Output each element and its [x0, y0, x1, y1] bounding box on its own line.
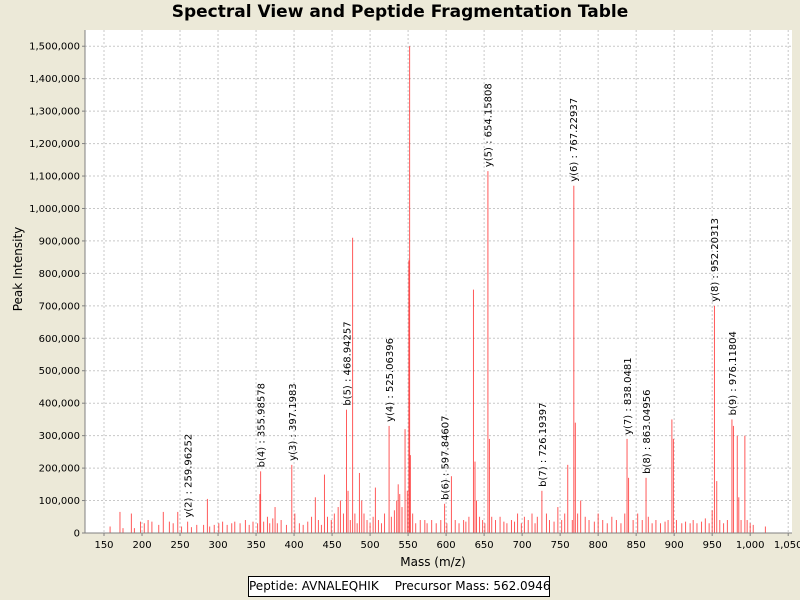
y-tick-label: 400,000 — [39, 399, 80, 410]
peak-annotation: b(4) : 355.98578 — [257, 383, 268, 467]
x-tick-label: 350 — [247, 540, 266, 551]
peak-annotation: y(7) : 838.0481 — [623, 357, 634, 435]
peak-annotation: b(9) : 976.11804 — [728, 331, 739, 415]
y-tick-label: 800,000 — [39, 269, 80, 280]
peak-annotation: y(6) : 767.22937 — [569, 98, 580, 182]
peak-annotation: y(4) : 525.06396 — [385, 338, 396, 422]
x-tick-label: 900 — [665, 540, 684, 551]
y-tick-label: 1,200,000 — [29, 139, 80, 150]
x-tick-label: 500 — [361, 540, 380, 551]
peak-annotation: y(5) : 654.15808 — [483, 83, 494, 167]
x-tick-label: 600 — [437, 540, 456, 551]
y-tick-label: 900,000 — [39, 236, 80, 247]
y-tick-label: 100,000 — [39, 496, 80, 507]
y-tick-label: 300,000 — [39, 431, 80, 442]
peak-annotation: b(8) : 863.04956 — [642, 390, 653, 474]
peak-annotation: y(3) : 397.1983 — [288, 383, 299, 461]
y-tick-label: 600,000 — [39, 334, 80, 345]
y-tick-label: 0 — [74, 529, 80, 540]
x-tick-label: 150 — [94, 540, 113, 551]
x-axis-ticks: 150 200 250 300 350 400 450 500 550 600 650 700 750 8… — [94, 533, 800, 551]
chart-title: Spectral View and Peptide Fragmentation … — [171, 2, 629, 22]
peak-annotation: y(8) : 952.20313 — [710, 218, 721, 302]
x-tick-label: 450 — [323, 540, 342, 551]
x-tick-label: 750 — [551, 540, 570, 551]
x-tick-label: 250 — [170, 540, 189, 551]
precursor-mass-label: Precursor Mass: 562.0946 — [394, 579, 551, 593]
y-tick-label: 1,000,000 — [29, 204, 80, 215]
x-tick-label: 700 — [513, 540, 532, 551]
y-tick-label: 1,400,000 — [29, 74, 80, 85]
peak-annotation: y(2) : 259.96252 — [184, 434, 195, 518]
x-tick-label: 650 — [475, 540, 494, 551]
x-tick-label: 800 — [589, 540, 608, 551]
x-tick-label: 1,050 — [774, 540, 800, 551]
peptide-info-box: Peptide: AVNALEQHIK Precursor Mass: 562.0… — [248, 576, 551, 597]
y-axis-ticks: 0 100,000 200,000 300,000 400,000 500,000 600,… — [29, 42, 85, 540]
x-tick-label: 400 — [285, 540, 304, 551]
y-tick-label: 1,100,000 — [29, 172, 80, 183]
x-tick-label: 200 — [132, 540, 151, 551]
y-tick-label: 200,000 — [39, 464, 80, 475]
x-tick-label: 1,000 — [736, 540, 765, 551]
peak-annotation: b(7) : 726.19397 — [538, 402, 549, 486]
peak-annotations: y(2) : 259.96252 b(4) : 355.98578 y(3) : 3… — [184, 83, 739, 517]
x-axis-label: Mass (m/z) — [400, 555, 465, 569]
peptide-label: Peptide: AVNALEQHIK — [249, 579, 379, 593]
y-axis-label: Peak Intensity — [11, 227, 25, 312]
y-tick-label: 500,000 — [39, 366, 80, 377]
peak-annotation: b(6) : 597.84607 — [440, 415, 451, 499]
x-tick-label: 300 — [208, 540, 227, 551]
x-tick-label: 950 — [703, 540, 722, 551]
y-tick-label: 1,300,000 — [29, 107, 80, 118]
x-tick-label: 550 — [399, 540, 418, 551]
peak-series — [109, 46, 766, 533]
peak-annotation: b(5) : 468.94257 — [342, 321, 353, 405]
x-tick-label: 850 — [627, 540, 646, 551]
y-tick-label: 700,000 — [39, 301, 80, 312]
plot-area — [85, 30, 792, 533]
y-tick-label: 1,500,000 — [29, 42, 80, 53]
